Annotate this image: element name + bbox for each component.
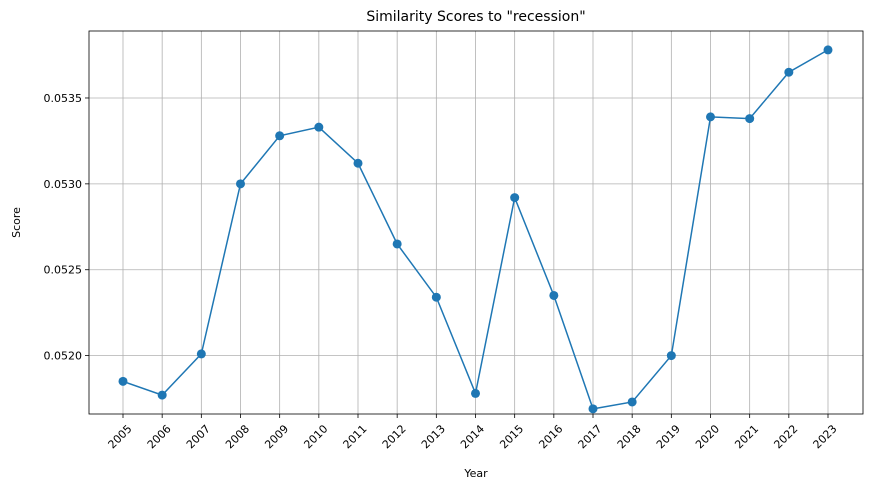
data-point xyxy=(353,158,363,168)
x-tick-label: 2020 xyxy=(693,422,722,451)
data-point xyxy=(666,351,676,361)
x-tick-label: 2005 xyxy=(106,422,135,451)
data-point xyxy=(431,292,441,302)
data-point xyxy=(118,376,128,386)
grid xyxy=(89,31,863,414)
x-tick-label: 2017 xyxy=(576,422,605,451)
x-tick-label: 2009 xyxy=(262,422,291,451)
y-axis: 0.0520 0.0525 0.0530 0.0535 xyxy=(44,92,89,363)
data-point xyxy=(549,290,559,300)
x-tick-label: 2007 xyxy=(184,422,213,451)
data-point xyxy=(706,112,715,122)
x-tick-label: 2010 xyxy=(301,422,330,451)
data-point xyxy=(275,131,285,141)
data-point xyxy=(236,179,245,189)
data-point xyxy=(157,390,167,400)
x-tick-label: 2019 xyxy=(654,422,683,451)
x-tick-label: 2021 xyxy=(732,422,761,451)
x-tick-label: 2022 xyxy=(771,422,800,451)
data-points xyxy=(118,45,833,414)
data-point xyxy=(392,239,402,249)
data-point xyxy=(627,397,637,407)
data-point xyxy=(745,114,755,124)
y-tick-label: 0.0525 xyxy=(44,264,83,277)
chart-title: Similarity Scores to "recession" xyxy=(366,9,585,25)
y-tick-label: 0.0520 xyxy=(44,350,83,363)
data-point xyxy=(471,388,480,398)
data-point xyxy=(196,349,206,359)
data-point xyxy=(784,67,794,77)
x-tick-label: 2016 xyxy=(536,422,565,451)
y-tick-label: 0.0530 xyxy=(44,178,83,191)
x-tick-label: 2011 xyxy=(341,422,370,451)
data-point xyxy=(823,45,833,55)
plot-frame xyxy=(88,30,864,415)
x-tick-label: 2023 xyxy=(811,422,840,451)
x-tick-label: 2014 xyxy=(458,422,487,451)
x-tick-label: 2018 xyxy=(615,422,644,451)
x-axis-label: Year xyxy=(463,467,488,480)
data-point xyxy=(314,122,324,132)
y-tick-label: 0.0535 xyxy=(44,92,83,105)
y-axis-label: Score xyxy=(10,207,23,238)
x-tick-label: 2015 xyxy=(497,422,526,451)
data-point xyxy=(510,193,520,203)
x-tick-label: 2008 xyxy=(223,422,252,451)
data-point xyxy=(588,404,598,414)
x-axis: 2005 2006 2007 2008 2009 2010 2011 2012 2013 2014… xyxy=(106,414,840,451)
x-tick-label: 2006 xyxy=(145,422,174,451)
x-tick-label: 2012 xyxy=(380,422,409,451)
x-tick-label: 2013 xyxy=(419,422,448,451)
